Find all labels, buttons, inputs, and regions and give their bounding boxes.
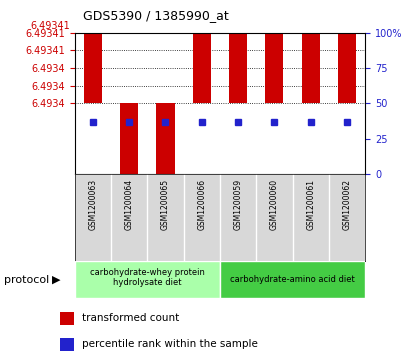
Bar (120, 103, 138, 245)
Text: GSM1200060: GSM1200060 (270, 179, 279, 230)
Text: transformed count: transformed count (82, 313, 179, 323)
Bar (84, 0, 102, 103)
Text: carbohydrate-amino acid diet: carbohydrate-amino acid diet (230, 275, 355, 284)
Text: GSM1200063: GSM1200063 (88, 179, 98, 230)
Bar (220, 261, 365, 298)
Text: percentile rank within the sample: percentile rank within the sample (82, 339, 258, 349)
Text: GSM1200064: GSM1200064 (124, 179, 134, 230)
Text: GSM1200059: GSM1200059 (234, 179, 243, 230)
Text: ▶: ▶ (52, 274, 60, 285)
Bar (60, 312, 74, 325)
Text: GSM1200065: GSM1200065 (161, 179, 170, 230)
Bar (156, 103, 175, 363)
Text: GSM1200061: GSM1200061 (306, 179, 315, 229)
Bar (338, 0, 356, 103)
Bar (265, 0, 283, 103)
Text: protocol: protocol (4, 274, 49, 285)
Bar (302, 0, 320, 103)
Bar (229, 0, 247, 103)
Text: GSM1200062: GSM1200062 (342, 179, 352, 229)
Bar (75, 261, 220, 298)
Text: carbohydrate-whey protein
hydrolysate diet: carbohydrate-whey protein hydrolysate di… (90, 268, 205, 287)
Bar (193, 33, 211, 103)
Text: GDS5390 / 1385990_at: GDS5390 / 1385990_at (83, 9, 229, 22)
Text: GSM1200066: GSM1200066 (197, 179, 206, 230)
Text: 6.49341: 6.49341 (31, 21, 71, 31)
Bar (60, 338, 74, 351)
